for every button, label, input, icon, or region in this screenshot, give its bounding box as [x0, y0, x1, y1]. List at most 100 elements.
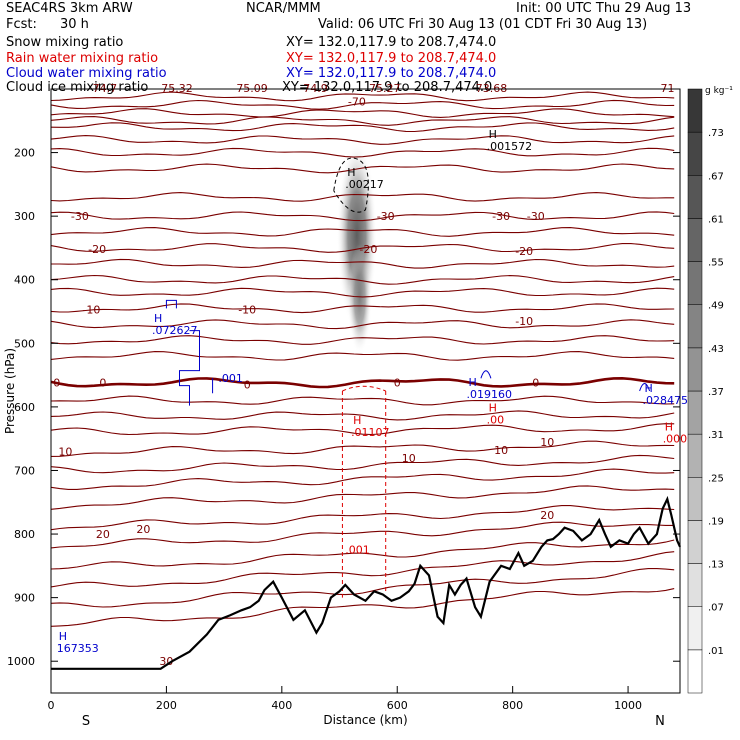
- isotherm-line: [50, 287, 675, 298]
- colorbar-level-label: .31: [708, 430, 724, 441]
- isotherm-label: 0: [394, 377, 401, 390]
- maximum-value: 167353: [57, 642, 99, 655]
- isotherm-line: [50, 588, 675, 627]
- colorbar-segment: [687, 218, 703, 262]
- isotherm-line: [50, 108, 675, 118]
- maximum-value: .019160: [466, 388, 512, 401]
- valid-time: Valid: 06 UTC Fri 30 Aug 13 (01 CDT Fri …: [318, 17, 648, 32]
- colorbar-level-label: .67: [708, 171, 724, 182]
- isotherm-line: [50, 539, 675, 570]
- isotherm-line: [50, 335, 675, 345]
- field-name-snow: Snow mixing ratio: [6, 35, 124, 50]
- isotherm-line: [50, 91, 675, 102]
- field-name-cloud-ice: Cloud ice mixing ratio: [6, 80, 149, 95]
- isotherm-line: [50, 99, 675, 110]
- terrain-line: [51, 495, 682, 670]
- maximum-value: .00: [487, 413, 505, 426]
- colorbar-level-label: .61: [708, 214, 724, 225]
- isotherm-line: [50, 551, 675, 588]
- x-tick-label: 800: [502, 699, 523, 712]
- field-xy-snow: XY= 132.0,117.9 to 208.7,474.0: [286, 35, 497, 50]
- colorbar-level-label: .07: [708, 603, 724, 614]
- isotherm-label: -70: [348, 96, 366, 109]
- isotherm-line: [50, 243, 675, 253]
- south-label: S: [82, 714, 90, 729]
- y-tick-label: 1000: [7, 655, 35, 668]
- isotherm-line: [50, 468, 675, 490]
- y-tick-label: 800: [14, 528, 35, 541]
- y-tick-label: 700: [14, 464, 35, 477]
- x-tick-label: 400: [271, 699, 292, 712]
- isotherm-line: [50, 211, 675, 222]
- isotherm-label: 30: [159, 655, 173, 668]
- field-xy-rain: XY= 132.0,117.9 to 208.7,474.0: [286, 51, 497, 66]
- colorbar-unit: g kg⁻¹: [705, 86, 733, 96]
- isotherm-label: 10: [540, 436, 554, 449]
- field-xy-cloud-water: XY= 132.0,117.9 to 208.7,474.0: [286, 66, 497, 81]
- maximum-value: .001: [218, 372, 243, 385]
- isotherm-line: [50, 568, 675, 608]
- isotherm-line: [50, 192, 675, 202]
- forecast-hours: 30 h: [60, 17, 89, 32]
- y-axis-label: Pressure (hPa): [3, 348, 17, 434]
- maximum-value: .0006: [663, 432, 695, 445]
- colorbar-segment: [687, 477, 703, 521]
- isotherm-line: [50, 147, 675, 158]
- isotherm-label: -30: [377, 210, 395, 223]
- isotherm-label: -20: [359, 243, 377, 256]
- isotherm-label: 20: [96, 528, 110, 541]
- x-tick-label: 200: [156, 699, 177, 712]
- colorbar-segment: [687, 649, 703, 694]
- isotherm-line: [50, 274, 675, 285]
- colorbar-level-label: .19: [708, 516, 724, 527]
- colorbar-segment: [687, 304, 703, 349]
- colorbar-segment: [687, 131, 703, 176]
- colorbar-segment: [687, 433, 703, 478]
- isotherm-label: 0: [532, 377, 539, 390]
- north-label: N: [655, 714, 665, 729]
- init-time: Init: 00 UTC Thu 29 Aug 13: [516, 1, 692, 16]
- y-tick-label: 600: [14, 401, 35, 414]
- x-tick-label: 600: [387, 699, 408, 712]
- isotherm-label: 20: [136, 523, 150, 536]
- maximum-marker: H: [489, 401, 497, 414]
- isotherm-label: -10: [238, 304, 256, 317]
- isotherm-label: 0: [53, 377, 60, 390]
- org-label: NCAR/MMM: [246, 1, 321, 16]
- field-name-rain: Rain water mixing ratio: [6, 51, 159, 66]
- isotherm-line: [50, 505, 675, 531]
- isotherm-line: [50, 227, 675, 237]
- isotherm-label: -20: [515, 245, 533, 258]
- isotherm-line: [50, 303, 675, 314]
- isotherm-line: [50, 395, 675, 406]
- maximum-marker: H: [353, 414, 361, 427]
- maximum-value: .00217: [345, 178, 384, 191]
- isotherm-line: [50, 440, 675, 457]
- isotherm-line: [50, 122, 675, 133]
- isotherm-label: -20: [88, 243, 106, 256]
- freezing-level-contour: [50, 376, 675, 389]
- colorbar-segment: [687, 520, 703, 564]
- isotherm-line: [50, 410, 675, 421]
- isotherm-line: [50, 163, 675, 174]
- cloud-water-contour: [480, 370, 651, 392]
- isotherm-line: [50, 423, 675, 436]
- isotherm-label: 10: [402, 452, 416, 465]
- isotherm-label: 20: [540, 509, 554, 522]
- field-name-cloud-water: Cloud water mixing ratio: [6, 66, 167, 81]
- colorbar-level-label: .37: [708, 387, 724, 398]
- isotherm-label: -10: [515, 315, 533, 328]
- isotherm-line: [50, 319, 675, 330]
- colorbar-segment: [687, 88, 703, 133]
- isotherm-label: 0: [99, 377, 106, 390]
- cloud-ice-contour: [333, 157, 369, 213]
- isotherm-label: -10: [82, 304, 100, 317]
- maximum-marker: H: [489, 128, 497, 141]
- isotherm-label: 10: [58, 445, 72, 458]
- isotherm-label: -30: [71, 210, 89, 223]
- isotherm-label: 10: [494, 444, 508, 457]
- colorbar-segment: [687, 347, 703, 392]
- maximum-marker: H: [154, 312, 162, 325]
- y-tick-label: 300: [14, 210, 35, 223]
